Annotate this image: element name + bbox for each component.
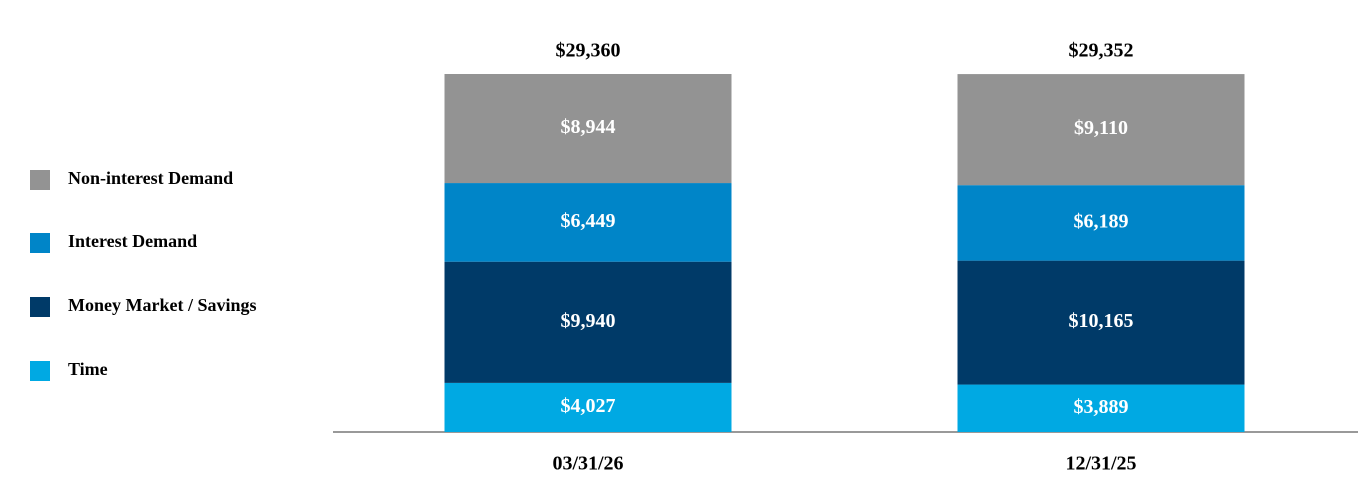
legend-label: Non-interest Demand [68, 168, 233, 188]
total-label: $29,352 [1069, 40, 1134, 62]
value-label: $8,944 [561, 116, 616, 138]
legend-label: Time [68, 359, 108, 379]
value-label: $9,940 [561, 310, 616, 332]
legend-label: Money Market / Savings [68, 295, 257, 315]
bar-segment [957, 185, 1245, 261]
x-tick-label: 12/31/25 [1065, 453, 1136, 475]
x-tick-label: 03/31/26 [552, 453, 623, 475]
legend-swatch [30, 361, 50, 381]
value-label: $6,189 [1074, 210, 1129, 232]
legend-label: Interest Demand [68, 231, 197, 251]
value-label: $9,110 [1074, 117, 1128, 139]
bar-segment [957, 384, 1245, 432]
value-label: $10,165 [1069, 310, 1134, 332]
bar-segment [444, 183, 732, 262]
legend-swatch [30, 233, 50, 253]
value-label: $6,449 [561, 210, 616, 232]
value-label: $3,889 [1074, 396, 1129, 418]
bar-segment [444, 382, 732, 432]
total-label: $29,360 [556, 40, 621, 62]
bar-segment [444, 74, 732, 184]
bar-segment [957, 260, 1245, 385]
value-label: $4,027 [561, 395, 616, 417]
bar-segment [957, 74, 1245, 186]
legend-swatch [30, 297, 50, 317]
legend-swatch [30, 170, 50, 190]
bar-segment [444, 261, 732, 383]
